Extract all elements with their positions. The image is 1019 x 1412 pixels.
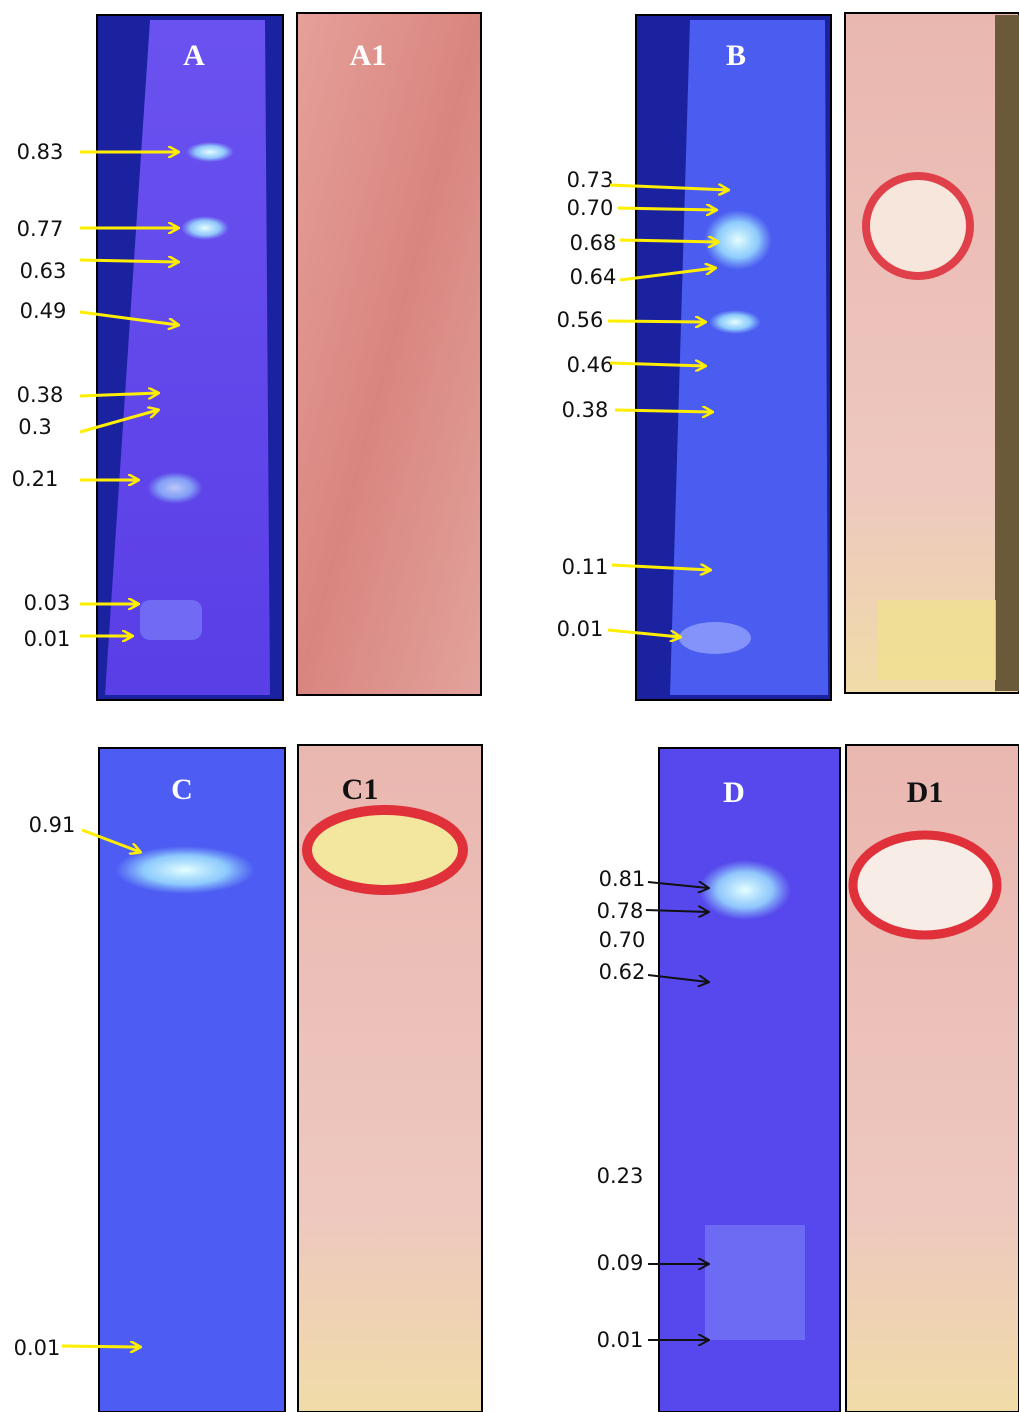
rf-label: 0.68 — [570, 231, 617, 255]
rf-label: 0.46 — [567, 353, 614, 377]
spot — [878, 600, 996, 680]
rf-label: 0.01 — [24, 627, 71, 651]
rf-label: 0.11 — [562, 555, 609, 579]
rf-label: 0.77 — [17, 217, 64, 241]
arrow — [620, 240, 718, 242]
rf-label: 0.70 — [567, 196, 614, 220]
rf-label: 0.01 — [557, 617, 604, 641]
ring — [853, 835, 997, 935]
rf-label: 0.03 — [24, 591, 71, 615]
stained-plate — [297, 13, 481, 695]
rf-label: 0.83 — [17, 140, 64, 164]
stain-label: D1 — [907, 776, 944, 809]
figure: A A1 0.83 0.77 0.63 0.49 0.38 0.3 0.21 0.03 0.01 B 0… — [0, 0, 1019, 1412]
rf-label: 0.73 — [567, 168, 614, 192]
rf-label: 0.78 — [597, 899, 644, 923]
rf-label: 0.01 — [14, 1336, 61, 1360]
arrow — [608, 321, 705, 322]
panel-label: D — [723, 776, 745, 809]
plate-lane — [670, 20, 828, 695]
spot — [147, 472, 203, 504]
rf-label: 0.62 — [599, 960, 646, 984]
spot — [699, 860, 791, 920]
spot — [115, 846, 255, 894]
panel-label: B — [726, 39, 746, 72]
spot — [181, 216, 229, 240]
rf-label: 0.56 — [557, 308, 604, 332]
spot — [679, 622, 751, 654]
ring — [866, 176, 970, 276]
ring — [307, 810, 463, 890]
rf-label: 0.21 — [12, 467, 59, 491]
stained-plate — [845, 13, 1019, 693]
arrow — [615, 410, 712, 412]
rf-label: 0.70 — [599, 928, 646, 952]
arrow — [62, 1346, 140, 1347]
rf-label: 0.49 — [20, 299, 67, 323]
spot — [186, 142, 234, 162]
rf-label: 0.23 — [597, 1164, 644, 1188]
arrow — [618, 208, 716, 210]
rf-label: 0.91 — [29, 813, 76, 837]
spot — [704, 210, 772, 270]
rf-label: 0.3 — [18, 415, 51, 439]
arrow — [80, 260, 178, 262]
rf-label: 0.81 — [599, 867, 646, 891]
panel-label: C — [171, 773, 193, 806]
rf-label: 0.63 — [20, 259, 67, 283]
spot — [705, 1225, 805, 1340]
rf-label: 0.38 — [17, 383, 64, 407]
spot — [140, 600, 202, 640]
spot — [709, 310, 761, 334]
rf-label: 0.38 — [562, 398, 609, 422]
stain-label: C1 — [342, 773, 379, 806]
panel-label: A — [183, 39, 205, 72]
rf-label: 0.01 — [597, 1328, 644, 1352]
plate-edge — [995, 15, 1019, 691]
rf-label: 0.64 — [570, 265, 617, 289]
rf-label: 0.09 — [597, 1251, 644, 1275]
stain-label: A1 — [350, 39, 387, 72]
